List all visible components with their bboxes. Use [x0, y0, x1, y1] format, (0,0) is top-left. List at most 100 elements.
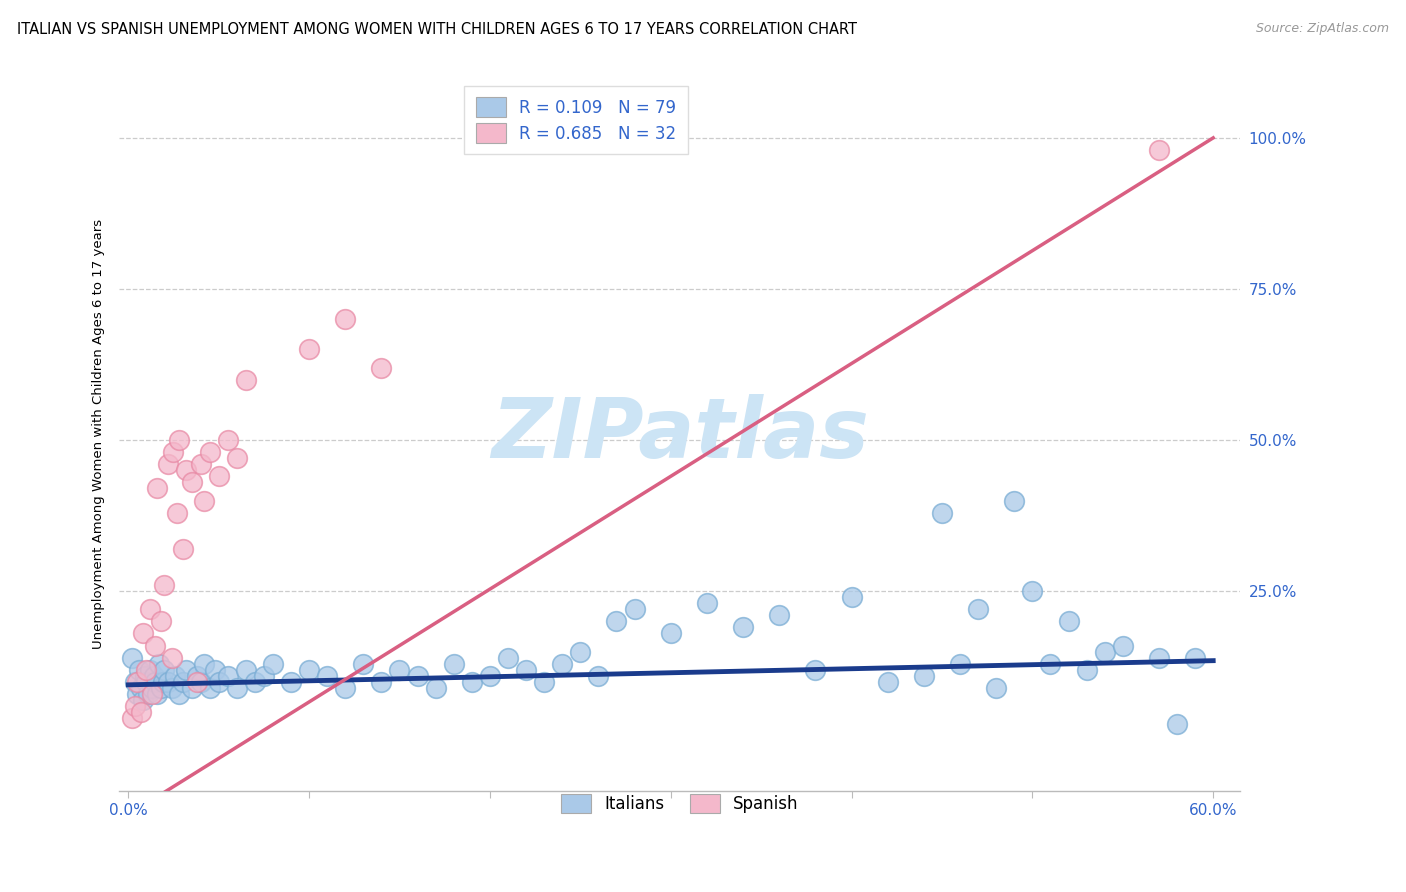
Point — [425, 681, 447, 695]
Point — [406, 669, 429, 683]
Point — [1094, 644, 1116, 658]
Point — [731, 620, 754, 634]
Point — [496, 650, 519, 665]
Point — [129, 681, 152, 695]
Point — [335, 681, 357, 695]
Point — [153, 663, 176, 677]
Point — [912, 669, 935, 683]
Point — [298, 343, 321, 357]
Point — [145, 674, 167, 689]
Point — [139, 663, 162, 677]
Point — [167, 433, 190, 447]
Point — [186, 674, 208, 689]
Point — [124, 674, 146, 689]
Point — [132, 626, 155, 640]
Point — [696, 596, 718, 610]
Point — [132, 693, 155, 707]
Point — [235, 663, 257, 677]
Point — [605, 615, 627, 629]
Point — [1184, 650, 1206, 665]
Point — [136, 687, 159, 701]
Point — [157, 457, 180, 471]
Point — [253, 669, 276, 683]
Point — [841, 591, 863, 605]
Point — [1112, 639, 1135, 653]
Point — [127, 687, 149, 701]
Point — [1021, 584, 1043, 599]
Point — [1076, 663, 1098, 677]
Point — [193, 493, 215, 508]
Point — [225, 451, 247, 466]
Point — [128, 663, 150, 677]
Point — [1039, 657, 1062, 671]
Y-axis label: Unemployment Among Women with Children Ages 6 to 17 years: Unemployment Among Women with Children A… — [93, 219, 105, 649]
Point — [876, 674, 898, 689]
Point — [121, 650, 143, 665]
Point — [659, 626, 682, 640]
Point — [388, 663, 411, 677]
Point — [243, 674, 266, 689]
Point — [190, 674, 212, 689]
Text: Source: ZipAtlas.com: Source: ZipAtlas.com — [1256, 22, 1389, 36]
Point — [129, 705, 152, 719]
Point — [162, 445, 184, 459]
Point — [478, 669, 501, 683]
Point — [804, 663, 827, 677]
Point — [160, 681, 183, 695]
Point — [153, 578, 176, 592]
Point — [149, 615, 172, 629]
Point — [149, 681, 172, 695]
Point — [148, 657, 170, 671]
Point — [298, 663, 321, 677]
Point — [141, 681, 163, 695]
Text: ZIPatlas: ZIPatlas — [491, 393, 869, 475]
Point — [967, 602, 990, 616]
Point — [193, 657, 215, 671]
Point — [1002, 493, 1025, 508]
Point — [217, 433, 239, 447]
Point — [335, 312, 357, 326]
Point — [146, 482, 169, 496]
Point — [931, 506, 953, 520]
Point — [134, 669, 156, 683]
Point — [1057, 615, 1080, 629]
Point — [167, 687, 190, 701]
Point — [165, 669, 187, 683]
Point — [352, 657, 374, 671]
Point — [135, 674, 157, 689]
Point — [127, 674, 149, 689]
Point — [204, 663, 226, 677]
Point — [280, 674, 302, 689]
Point — [551, 657, 574, 671]
Point — [121, 711, 143, 725]
Point — [172, 674, 194, 689]
Point — [146, 687, 169, 701]
Point — [124, 698, 146, 713]
Text: ITALIAN VS SPANISH UNEMPLOYMENT AMONG WOMEN WITH CHILDREN AGES 6 TO 17 YEARS COR: ITALIAN VS SPANISH UNEMPLOYMENT AMONG WO… — [17, 22, 856, 37]
Point — [1147, 650, 1170, 665]
Point — [370, 360, 392, 375]
Point — [235, 373, 257, 387]
Point — [139, 602, 162, 616]
Point — [949, 657, 972, 671]
Point — [172, 541, 194, 556]
Point — [1147, 143, 1170, 157]
Point — [768, 608, 790, 623]
Point — [208, 469, 231, 483]
Point — [152, 674, 174, 689]
Point — [217, 669, 239, 683]
Point — [569, 644, 592, 658]
Point — [141, 687, 163, 701]
Point — [208, 674, 231, 689]
Point — [174, 663, 197, 677]
Point — [166, 506, 188, 520]
Point — [160, 650, 183, 665]
Point — [142, 669, 165, 683]
Point — [198, 445, 221, 459]
Point — [180, 681, 202, 695]
Point — [190, 457, 212, 471]
Point — [588, 669, 610, 683]
Point — [174, 463, 197, 477]
Point — [986, 681, 1008, 695]
Point — [1166, 717, 1188, 731]
